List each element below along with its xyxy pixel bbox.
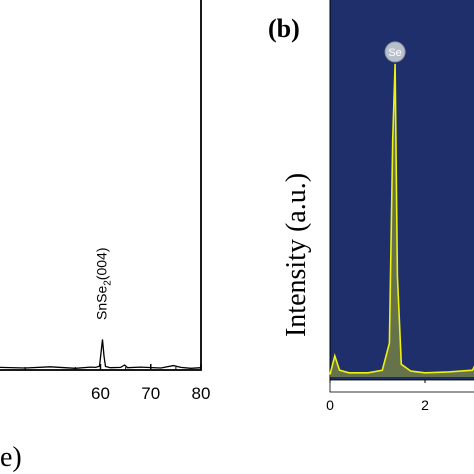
element-label-se: Se	[388, 47, 401, 59]
peak-annotation-snse2-004: SnSe2(004)	[94, 248, 114, 321]
xrd-panel: 60 70 80 SnSe2(004) e)	[0, 0, 210, 473]
eds-spectrum-line	[329, 63, 474, 375]
xrd-x-tick-label: 70	[141, 384, 160, 403]
element-marker-se	[384, 41, 406, 63]
eds-y-axis-label: Intensity (a.u.)	[281, 173, 312, 337]
xrd-plot-frame	[0, 0, 202, 371]
xrd-x-tick-label: 80	[192, 384, 211, 403]
xrd-x-axis-label: e)	[0, 442, 22, 473]
xrd-x-tick-label: 60	[91, 384, 110, 403]
eds-panel: (b) Intensity (a.u.) SeSn 0246	[268, 0, 474, 413]
eds-x-axis-bar	[329, 379, 474, 393]
eds-x-tick-label: 0	[326, 397, 334, 413]
xrd-series-line	[0, 339, 202, 369]
eds-x-tick-label: 2	[421, 397, 429, 413]
panel-label-b: (b)	[268, 14, 300, 43]
